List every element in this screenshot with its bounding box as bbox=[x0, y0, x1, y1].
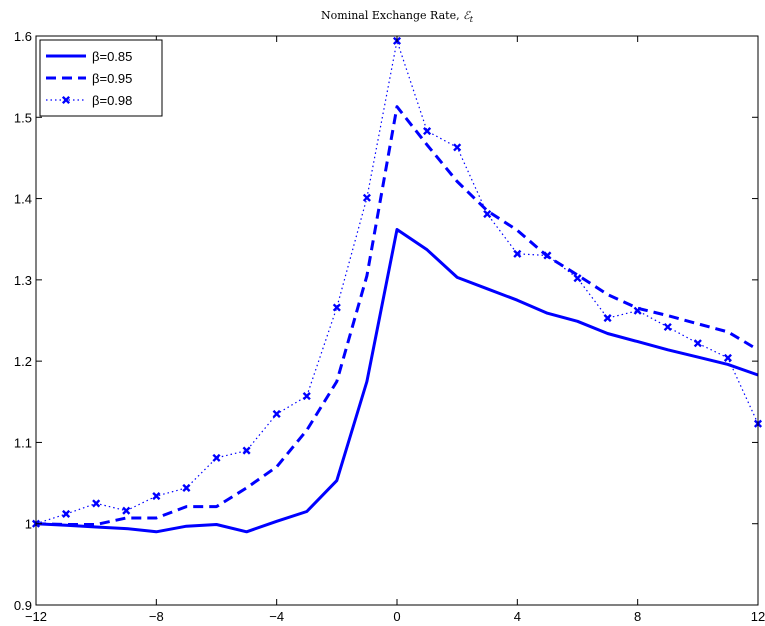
x-marker-stroke bbox=[663, 322, 672, 332]
x-marker bbox=[362, 193, 371, 202]
x-marker-stroke bbox=[633, 306, 642, 315]
x-marker-stroke bbox=[302, 392, 311, 401]
x-marker bbox=[92, 499, 101, 508]
y-tick-label: 0.9 bbox=[14, 598, 32, 613]
x-marker bbox=[633, 306, 642, 315]
axes: −12 −8 −4 0 4 8 12 0.9 1 1.1 1.2 1.3 1.4 1.5 1.6 bbox=[14, 29, 765, 624]
x-marker-stroke bbox=[61, 95, 71, 105]
y-tick-label: 1.4 bbox=[14, 192, 32, 207]
y-tick-label: 1.6 bbox=[14, 29, 32, 44]
x-marker bbox=[152, 492, 161, 501]
x-marker bbox=[453, 143, 462, 152]
chart-title-symbol: ℰ bbox=[463, 9, 471, 22]
x-marker-stroke bbox=[62, 509, 71, 519]
x-tick-label: −12 bbox=[25, 609, 47, 624]
x-marker-stroke bbox=[723, 353, 732, 362]
x-marker bbox=[543, 251, 552, 260]
y-tick-label: 1.5 bbox=[14, 110, 32, 125]
x-marker-stroke bbox=[453, 143, 462, 152]
legend-box bbox=[39, 39, 163, 117]
series-line-2 bbox=[35, 105, 759, 526]
x-marker bbox=[182, 483, 191, 492]
x-marker-stroke bbox=[603, 314, 612, 323]
legend-label-2: β=0.95 bbox=[92, 71, 132, 86]
x-marker-stroke bbox=[122, 506, 131, 515]
x-marker-stroke bbox=[272, 409, 281, 419]
x-marker bbox=[272, 409, 281, 419]
plot-area bbox=[31, 36, 763, 534]
x-marker bbox=[122, 506, 131, 515]
x-marker bbox=[62, 509, 71, 519]
x-marker bbox=[723, 353, 732, 362]
x-marker bbox=[513, 249, 522, 258]
y-tick-label: 1 bbox=[25, 517, 32, 532]
x-marker bbox=[423, 127, 432, 136]
x-marker bbox=[603, 314, 612, 323]
x-marker-stroke bbox=[543, 251, 552, 260]
y-tick-label: 1.2 bbox=[14, 354, 32, 369]
x-tick-label: 12 bbox=[751, 609, 765, 624]
x-marker-stroke bbox=[212, 453, 221, 462]
x-marker bbox=[302, 392, 311, 401]
x-marker bbox=[242, 446, 251, 455]
chart-title-subscript: t bbox=[470, 15, 474, 24]
x-marker-stroke bbox=[332, 303, 341, 312]
plot-frame bbox=[35, 35, 759, 606]
x-marker-stroke bbox=[362, 193, 371, 202]
y-tick-label: 1.3 bbox=[14, 273, 32, 288]
x-tick-label: 0 bbox=[393, 609, 400, 624]
x-marker bbox=[693, 339, 702, 348]
x-marker-stroke bbox=[423, 127, 432, 136]
legend-label-1: β=0.85 bbox=[92, 49, 132, 64]
x-marker bbox=[663, 322, 672, 332]
chart-title-text: Nominal Exchange Rate, bbox=[321, 9, 463, 22]
chart-title: Nominal Exchange Rate, ℰt bbox=[321, 9, 474, 24]
x-marker-stroke bbox=[483, 209, 492, 219]
x-marker-stroke bbox=[513, 249, 522, 258]
x-marker bbox=[483, 209, 492, 219]
x-marker-stroke bbox=[182, 483, 191, 492]
x-marker-stroke bbox=[693, 339, 702, 348]
x-marker-stroke bbox=[152, 492, 161, 501]
x-marker-stroke bbox=[242, 446, 251, 455]
x-marker-stroke bbox=[92, 499, 101, 508]
x-tick-label: 4 bbox=[514, 609, 521, 624]
x-tick-label: 8 bbox=[634, 609, 641, 624]
legend-label-3: β=0.98 bbox=[92, 93, 132, 108]
x-tick-label: −4 bbox=[269, 609, 284, 624]
legend: β=0.85 β=0.95 β=0.98 bbox=[39, 39, 163, 117]
x-marker-stroke bbox=[573, 274, 582, 283]
x-marker bbox=[573, 274, 582, 283]
x-marker bbox=[332, 303, 341, 312]
y-tick-label: 1.1 bbox=[14, 435, 32, 450]
x-marker bbox=[61, 95, 71, 105]
series-line-1 bbox=[35, 228, 759, 534]
x-tick-label: −8 bbox=[149, 609, 164, 624]
x-marker bbox=[212, 453, 221, 462]
